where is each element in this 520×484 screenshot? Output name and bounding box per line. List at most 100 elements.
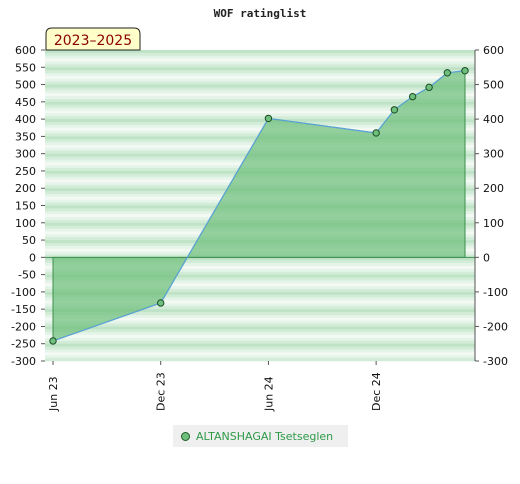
grid-band <box>45 306 475 310</box>
y-tick-label-left: 350 <box>15 130 36 143</box>
legend: ALTANSHAGAI Tsetseglen <box>173 425 348 447</box>
y-tick-label-left: -50 <box>18 269 36 282</box>
grid-band <box>45 352 475 356</box>
grid-band <box>45 110 475 114</box>
y-tick-label-left: 300 <box>15 148 36 161</box>
grid-band <box>45 300 475 304</box>
grid-band <box>45 291 475 296</box>
grid-band <box>45 309 475 313</box>
y-tick-label-left: 500 <box>15 79 36 92</box>
grid-band <box>45 98 475 103</box>
data-point <box>390 106 399 114</box>
grid-band <box>45 271 475 275</box>
data-point <box>461 67 469 75</box>
grid-band <box>45 329 475 333</box>
y-tick-label-left: 550 <box>15 61 36 74</box>
period-badge-label: 2023–2025 <box>54 33 132 49</box>
grid-band <box>45 101 475 106</box>
grid-band <box>45 314 475 319</box>
grid-band <box>45 113 475 117</box>
grid-band <box>45 96 475 100</box>
grid-band <box>45 337 475 342</box>
data-point <box>49 337 57 345</box>
y-tick-label-left: 50 <box>22 234 36 247</box>
grid-band <box>45 323 475 327</box>
grid-band <box>45 93 475 97</box>
grid-band <box>45 61 475 65</box>
y-tick-label-left: 450 <box>15 96 36 109</box>
grid-band <box>45 257 475 261</box>
x-tick-label: Jun 23 <box>47 376 60 412</box>
grid-band <box>45 260 475 264</box>
grid-band <box>45 78 475 82</box>
y-tick-label-left: 250 <box>15 165 36 178</box>
y-tick-label-right: 100 <box>483 217 504 230</box>
grid-band <box>45 67 475 71</box>
y-tick-label-right: 300 <box>483 148 504 161</box>
grid-band <box>45 55 475 59</box>
grid-band <box>45 90 475 94</box>
grid-band <box>45 303 475 307</box>
grid-band <box>45 340 475 345</box>
grid-band <box>45 64 475 68</box>
grid-band <box>45 283 475 287</box>
grid-band <box>45 317 475 321</box>
y-tick-label-right: 600 <box>483 44 504 57</box>
grid-band <box>45 349 475 353</box>
grid-band <box>45 127 475 131</box>
legend-label: ALTANSHAGAI Tsetseglen <box>196 429 334 443</box>
data-point <box>408 92 417 101</box>
grid-band <box>45 52 475 57</box>
period-badge: 2023–2025 <box>45 27 141 51</box>
grid-band <box>45 286 475 290</box>
grid-band <box>45 277 475 281</box>
y-tick-label-left: -250 <box>11 338 36 351</box>
grid-band <box>45 265 475 270</box>
y-tick-label-left: 0 <box>29 251 36 264</box>
grid-band <box>45 75 475 80</box>
y-tick-label-right: 500 <box>483 79 504 92</box>
grid-band <box>45 332 475 336</box>
y-tick-label-left: 600 <box>15 44 36 57</box>
grid-band <box>45 335 475 339</box>
y-tick-label-right: 200 <box>483 182 504 195</box>
data-point <box>443 69 452 77</box>
y-tick-label-left: -300 <box>11 355 36 368</box>
grid-band <box>45 73 475 77</box>
y-tick-label-right: -100 <box>483 286 508 299</box>
y-tick-label-left: 200 <box>15 182 36 195</box>
grid-band <box>45 358 475 362</box>
y-tick-label-left: -150 <box>11 303 36 316</box>
grid-band <box>45 84 475 88</box>
grid-band <box>45 355 475 359</box>
grid-band <box>45 104 475 108</box>
chart-title: WOF ratinglist <box>214 7 307 20</box>
grid-band <box>45 263 475 267</box>
grid-band <box>45 58 475 62</box>
grid-band <box>45 297 475 301</box>
grid-band <box>45 87 475 91</box>
grid-band <box>45 274 475 278</box>
y-tick-label-left: 150 <box>15 200 36 213</box>
y-tick-label-left: -200 <box>11 320 36 333</box>
y-tick-label-left: 100 <box>15 217 36 230</box>
grid-band <box>45 119 475 123</box>
y-tick-label-right: -200 <box>483 320 508 333</box>
y-tick-label-left: -100 <box>11 286 36 299</box>
legend-marker-icon <box>181 431 190 441</box>
data-point <box>264 114 273 123</box>
grid-band <box>45 50 475 54</box>
grid-band <box>45 312 475 316</box>
data-point <box>372 129 380 137</box>
grid-band <box>45 294 475 298</box>
grid-band <box>45 320 475 324</box>
grid-band <box>45 121 475 126</box>
grid-band <box>45 124 475 129</box>
grid-band <box>45 116 475 120</box>
data-point <box>157 299 165 307</box>
grid-band <box>45 346 475 350</box>
x-tick-label: Jun 24 <box>262 376 275 412</box>
x-tick-label: Dec 24 <box>370 372 383 411</box>
